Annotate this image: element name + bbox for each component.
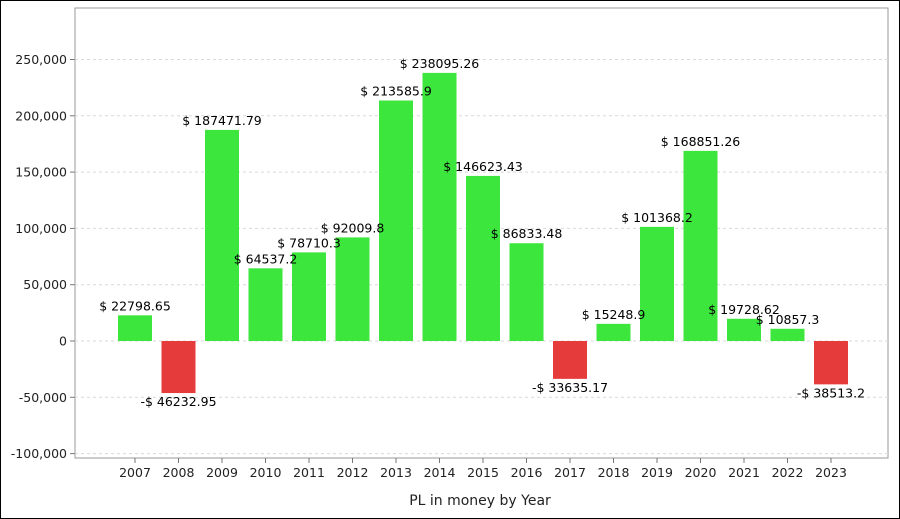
x-tick-label-2021: 2021: [728, 465, 760, 480]
bar-2021: [727, 318, 761, 341]
bar-2010: [248, 268, 283, 341]
data-label-2023: -$ 38513.2: [797, 385, 865, 400]
x-tick-label-2016: 2016: [511, 465, 543, 480]
x-tick-label-2014: 2014: [424, 465, 456, 480]
x-axis-ticks: 2007 2008 2009 2010 2011 2012 2013 2014 2015 2016…: [119, 458, 847, 480]
y-tick-label: 100,000: [15, 221, 67, 236]
bar-2018: [596, 323, 631, 341]
bar-2009: [205, 129, 239, 341]
data-label-2017: -$ 33635.17: [532, 380, 608, 395]
bar-2015: [466, 175, 500, 341]
data-label-2010: $ 64537.2: [234, 251, 298, 266]
x-tick-label-2015: 2015: [467, 465, 499, 480]
x-tick-label-2019: 2019: [641, 465, 673, 480]
data-label-2019: $ 101368.2: [621, 210, 693, 225]
x-tick-label-2009: 2009: [206, 465, 238, 480]
bars: [118, 72, 848, 394]
y-tick-label: 150,000: [15, 165, 67, 180]
data-label-2008: -$ 46232.95: [140, 394, 216, 409]
bar-2016: [509, 243, 544, 341]
data-label-2021: $ 19728.62: [708, 302, 780, 317]
data-label-2015: $ 146623.43: [443, 159, 523, 174]
x-tick-label-2022: 2022: [772, 465, 804, 480]
bar-2017: [553, 341, 587, 379]
data-label-2011: $ 78710.3: [277, 235, 341, 250]
x-tick-label-2023: 2023: [815, 465, 847, 480]
y-tick-label: 200,000: [15, 108, 67, 123]
data-label-2022: $ 10857.3: [756, 312, 820, 327]
x-tick-label-2010: 2010: [250, 465, 282, 480]
x-tick-label-2018: 2018: [598, 465, 630, 480]
bar-2013: [379, 100, 413, 341]
data-label-2020: $ 168851.26: [661, 134, 741, 149]
y-tick-label: -100,000: [11, 446, 67, 461]
y-axis-ticks: -100,000 -50,000 0 50,000 100,000 150,000 200,…: [11, 52, 75, 461]
bar-2023: [814, 341, 848, 385]
y-tick-label: 250,000: [15, 52, 67, 67]
bar-2022: [770, 328, 805, 341]
bar-2008: [161, 341, 196, 394]
x-tick-label-2013: 2013: [380, 465, 412, 480]
x-tick-label-2017: 2017: [554, 465, 586, 480]
y-tick-label: -50,000: [19, 390, 67, 405]
x-tick-label-2020: 2020: [685, 465, 717, 480]
bar-2012: [335, 237, 370, 341]
bar-2020: [683, 150, 718, 341]
x-tick-label-2012: 2012: [337, 465, 369, 480]
data-label-2012: $ 92009.8: [321, 220, 385, 235]
y-tick-label: 0: [59, 334, 67, 349]
data-label-2013: $ 213585.9: [360, 84, 432, 99]
bar-2019: [640, 226, 674, 341]
data-label-2018: $ 15248.9: [582, 307, 646, 322]
bar-2007: [118, 315, 152, 341]
x-tick-label-2011: 2011: [293, 465, 325, 480]
x-axis-title: PL in money by Year: [409, 493, 551, 509]
data-label-2016: $ 86833.48: [491, 226, 563, 241]
data-labels: $ 22798.65 -$ 46232.95 $ 187471.79 $ 64537.…: [99, 56, 865, 409]
x-tick-label-2008: 2008: [163, 465, 195, 480]
bar-2014: [422, 72, 457, 342]
data-label-2009: $ 187471.79: [182, 113, 262, 128]
data-label-2007: $ 22798.65: [99, 298, 171, 313]
bar-2011: [292, 252, 326, 341]
x-tick-label-2007: 2007: [119, 465, 151, 480]
data-label-2014: $ 238095.26: [400, 56, 480, 71]
y-tick-label: 50,000: [23, 277, 67, 292]
